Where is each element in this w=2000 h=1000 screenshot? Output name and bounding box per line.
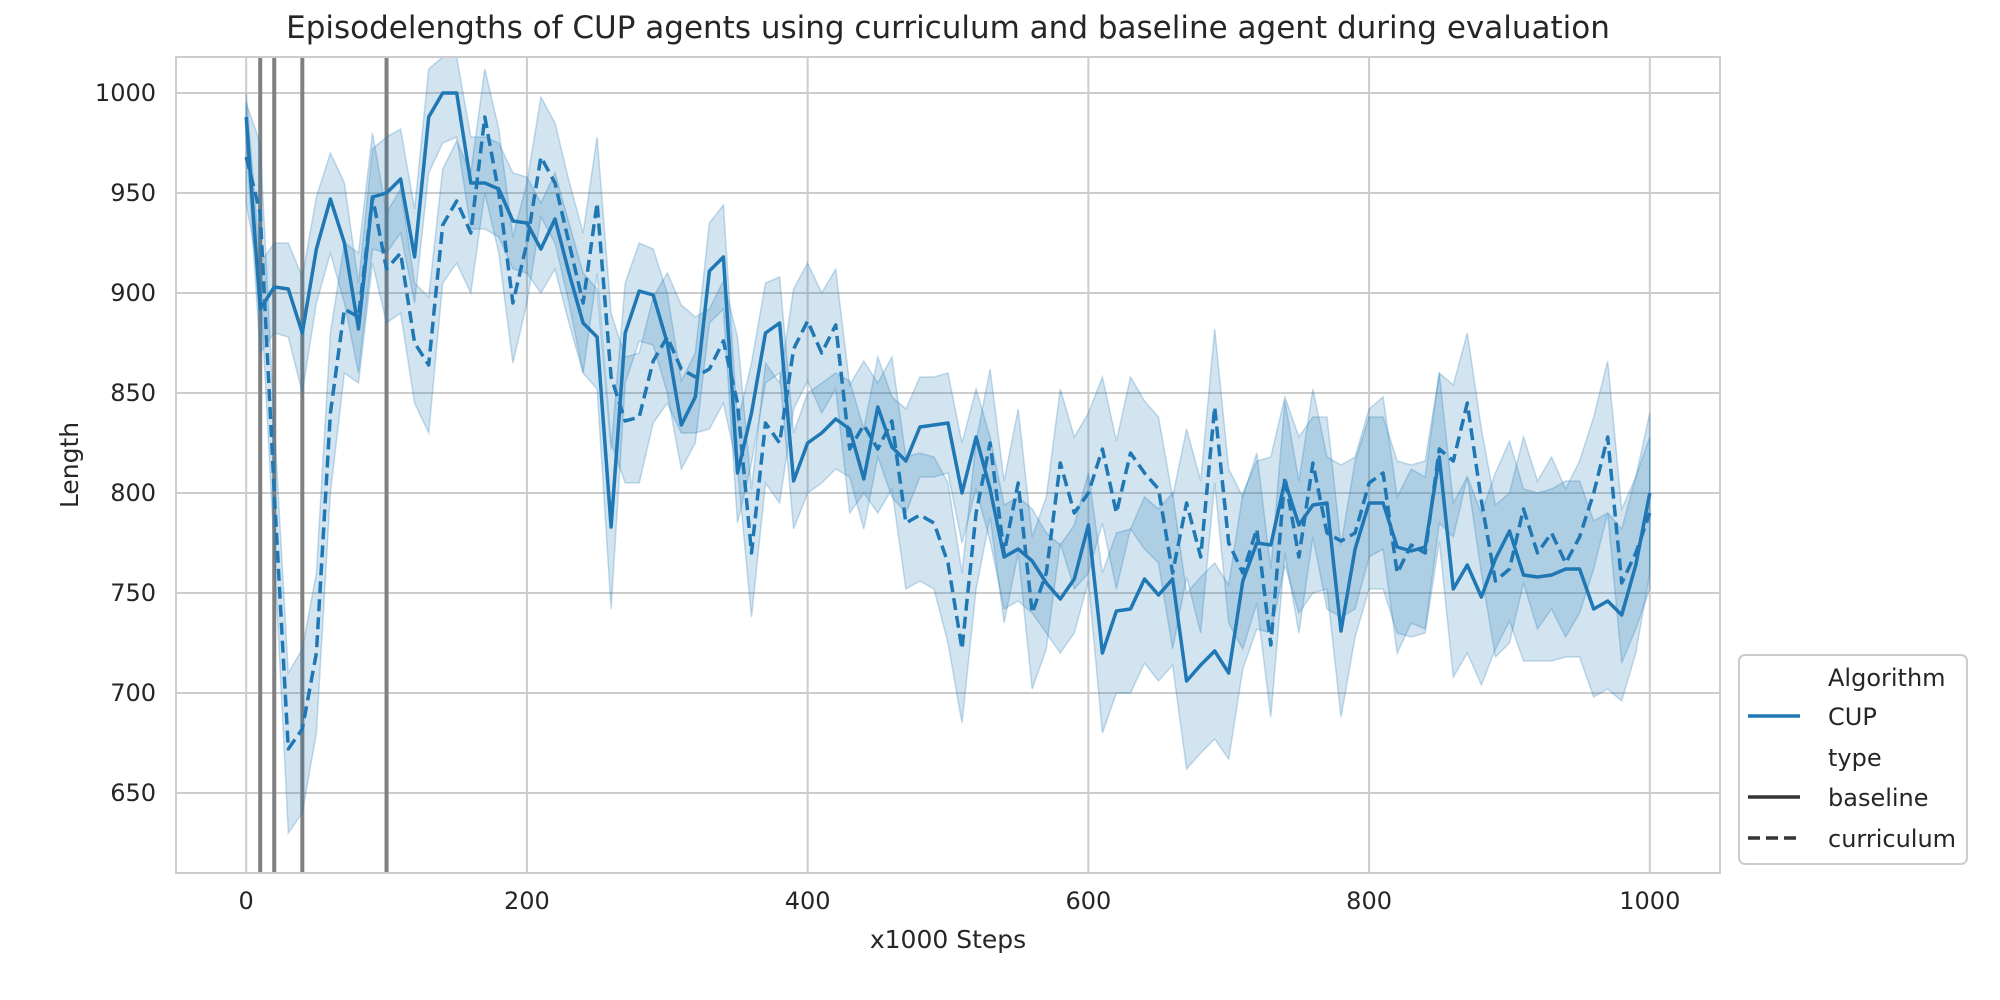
grid xyxy=(176,57,1720,873)
legend-item-baseline: baseline xyxy=(1828,784,1929,812)
legend: Algorithm CUP type baseline curriculum xyxy=(1738,654,1968,865)
y-tick-label: 650 xyxy=(110,779,156,807)
x-tick-label: 200 xyxy=(504,887,550,915)
y-tick-label: 800 xyxy=(110,479,156,507)
x-tick-label: 600 xyxy=(1065,887,1111,915)
x-axis-ticks: 0 200 400 600 800 1000 xyxy=(239,887,1681,915)
confidence-bands xyxy=(245,56,1651,836)
legend-item-cup: CUP xyxy=(1828,703,1877,731)
x-axis-label: x1000 Steps xyxy=(870,925,1026,954)
y-tick-label: 850 xyxy=(110,379,156,407)
plot-frame xyxy=(175,56,1721,874)
band-baseline xyxy=(245,56,1651,771)
y-tick-label: 700 xyxy=(110,679,156,707)
band-curriculum xyxy=(245,68,1651,836)
x-tick-label: 400 xyxy=(785,887,831,915)
y-tick-label: 900 xyxy=(110,279,156,307)
y-tick-label: 950 xyxy=(110,179,156,207)
y-tick-label: 1000 xyxy=(95,79,156,107)
legend-header-type: type xyxy=(1828,744,1882,772)
legend-frame xyxy=(1738,654,1968,865)
chart-title: Episodelengths of CUP agents using curri… xyxy=(286,10,1610,46)
y-tick-label: 750 xyxy=(110,579,156,607)
x-tick-label: 1000 xyxy=(1619,887,1680,915)
y-axis-label: Length xyxy=(55,422,84,508)
x-tick-label: 0 xyxy=(239,887,254,915)
series-line-baseline xyxy=(244,91,1652,683)
x-tick-label: 800 xyxy=(1346,887,1392,915)
series-line-curriculum xyxy=(244,115,1652,751)
legend-item-curriculum: curriculum xyxy=(1828,825,1956,853)
y-axis-ticks: 650 700 750 800 850 900 950 1000 xyxy=(95,79,156,807)
series-lines xyxy=(244,91,1652,751)
legend-header-algorithm: Algorithm xyxy=(1828,664,1946,692)
plot-area xyxy=(175,56,1721,874)
